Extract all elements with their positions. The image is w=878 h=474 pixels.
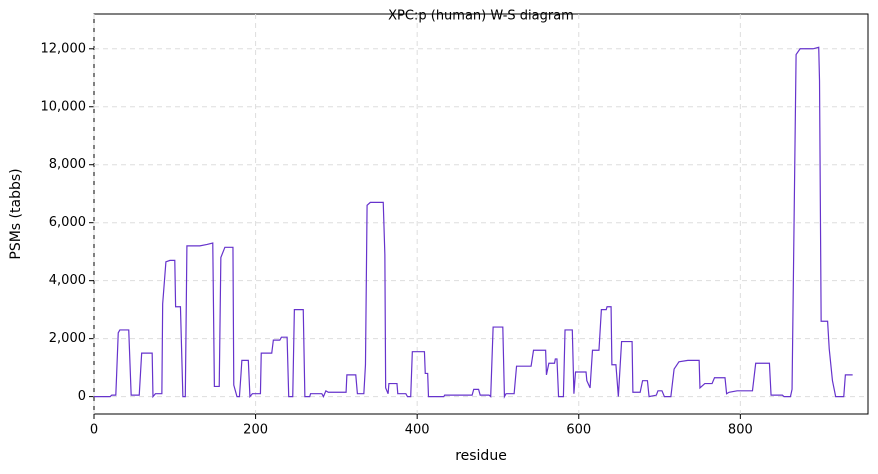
chart-title: XPC:p (human) W-S diagram — [388, 9, 574, 24]
y-tick-label: 10,000 — [41, 99, 87, 114]
y-tick-label: 4,000 — [49, 273, 86, 288]
y-tick-label: 6,000 — [49, 215, 86, 230]
y-tick-label: 2,000 — [49, 331, 86, 346]
x-axis-label: residue — [455, 448, 507, 464]
y-axis-label: PSMs (tabbs) — [8, 168, 24, 259]
y-tick-label: 0 — [78, 389, 86, 404]
x-tick-label: 400 — [405, 423, 430, 438]
x-tick-label: 600 — [566, 423, 591, 438]
x-tick-label: 800 — [728, 423, 753, 438]
x-tick-label: 0 — [90, 423, 98, 438]
y-tick-label: 12,000 — [41, 41, 87, 56]
x-tick-label: 200 — [243, 423, 268, 438]
y-tick-label: 8,000 — [49, 157, 86, 172]
data-line — [94, 46, 853, 399]
plot-frame — [93, 13, 869, 415]
